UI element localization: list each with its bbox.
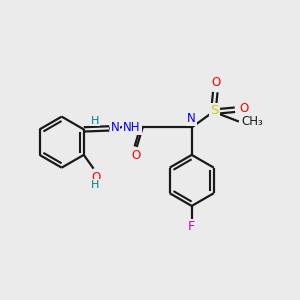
Text: NH: NH xyxy=(123,121,141,134)
Text: H: H xyxy=(90,116,99,126)
Text: CH₃: CH₃ xyxy=(242,115,263,128)
Text: O: O xyxy=(91,171,100,184)
Text: N: N xyxy=(188,112,196,125)
Text: S: S xyxy=(210,104,218,117)
Text: H: H xyxy=(92,180,100,190)
Text: N: N xyxy=(111,121,119,134)
Text: O: O xyxy=(212,76,221,89)
Text: F: F xyxy=(188,220,195,233)
Text: O: O xyxy=(131,149,140,162)
Text: O: O xyxy=(239,102,248,115)
